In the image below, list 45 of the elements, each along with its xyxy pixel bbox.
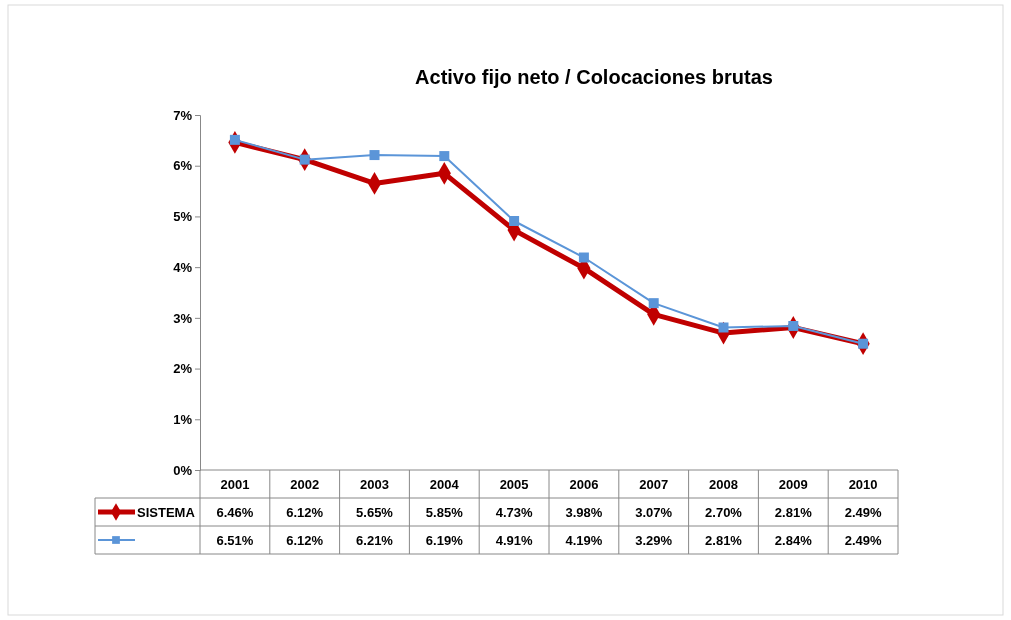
data-label: 2.49% xyxy=(844,533,882,548)
y-tick-label: 1% xyxy=(173,411,193,427)
data-label: 6.51% xyxy=(216,533,254,548)
y-tick-label: 2% xyxy=(173,361,193,377)
x-tick-label: 2009 xyxy=(778,477,808,492)
data-label: 5.65% xyxy=(356,505,394,520)
x-tick-label: 2007 xyxy=(639,477,669,492)
point xyxy=(648,298,659,309)
x-tick-label: 2008 xyxy=(709,477,738,492)
legend-label: SISTEMA xyxy=(137,505,196,520)
point xyxy=(509,215,520,226)
y-tick-label: 0% xyxy=(173,462,193,478)
data-label: 3.29% xyxy=(635,533,673,548)
data-label: 3.98% xyxy=(565,505,603,520)
y-tick-label: 5% xyxy=(173,209,193,225)
data-label: 6.12% xyxy=(286,533,324,548)
point xyxy=(439,151,450,162)
data-label: 6.12% xyxy=(286,505,324,520)
y-tick-label: 7% xyxy=(173,107,193,123)
data-label: 2.49% xyxy=(844,505,882,520)
data-label: 5.85% xyxy=(425,505,464,520)
data-label: 2.81% xyxy=(774,505,813,520)
data-label: 4.73% xyxy=(495,505,533,520)
x-tick-label: 2004 xyxy=(429,477,460,492)
data-label: 4.91% xyxy=(495,533,533,548)
x-tick-label: 2003 xyxy=(360,477,389,492)
x-tick-label: 2002 xyxy=(290,477,320,492)
x-tick-label: 2006 xyxy=(569,477,599,492)
y-tick-label: 4% xyxy=(173,259,193,275)
data-label: 6.19% xyxy=(425,533,464,548)
data-label: 4.19% xyxy=(565,533,603,548)
data-label: 6.21% xyxy=(356,533,394,548)
point xyxy=(369,150,380,161)
data-label: 2.84% xyxy=(774,533,813,548)
point xyxy=(578,252,589,263)
y-tick-label: 6% xyxy=(173,158,193,174)
x-tick-label: 2005 xyxy=(499,477,529,492)
data-label: 2.70% xyxy=(705,505,743,520)
x-tick-label: 2001 xyxy=(220,477,250,492)
data-label: 2.81% xyxy=(705,533,743,548)
chart-title: Activo fijo neto / Colocaciones brutas xyxy=(415,66,773,88)
y-tick-label: 3% xyxy=(173,310,193,326)
x-tick-label: 2010 xyxy=(848,477,878,492)
data-label: 3.07% xyxy=(635,505,673,520)
data-label: 6.46% xyxy=(216,505,254,520)
